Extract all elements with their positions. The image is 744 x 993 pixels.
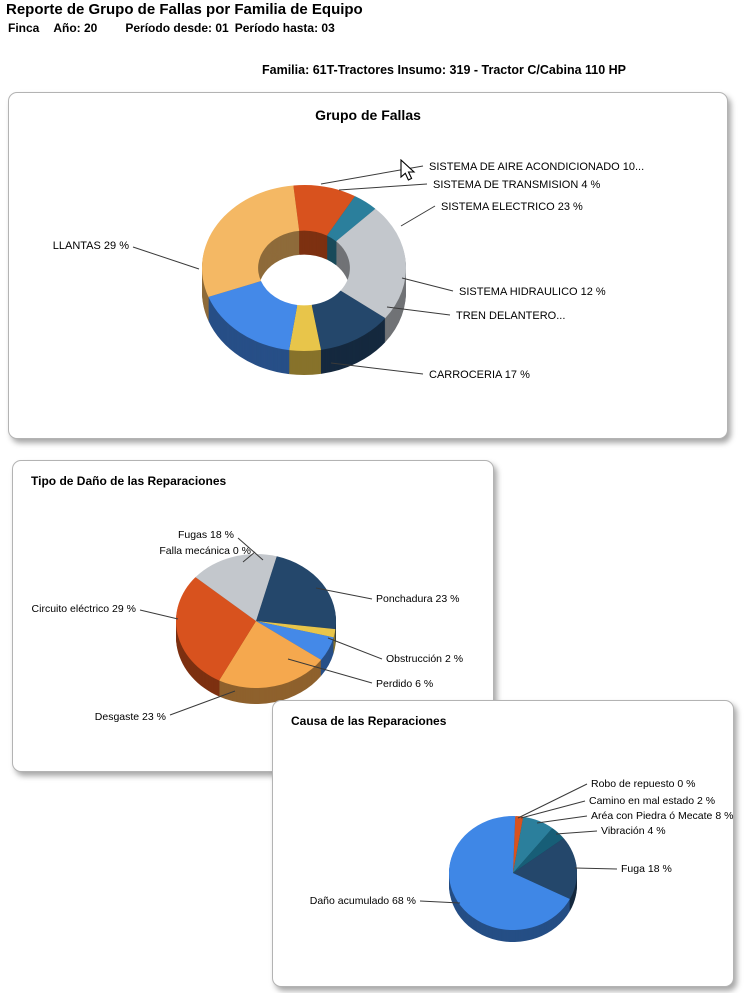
pie-slice[interactable] xyxy=(513,828,564,873)
pie-slice[interactable] xyxy=(256,621,334,660)
slice-label: Desgaste 23 % xyxy=(95,711,166,723)
label-leader-line xyxy=(242,551,256,563)
report-title: Reporte de Grupo de Fallas por Familia d… xyxy=(6,1,363,18)
slice-label: TREN DELANTERO... xyxy=(456,310,565,322)
slice-label: Falla mecánica 0 % xyxy=(159,545,251,557)
label-leader-line xyxy=(330,362,424,375)
label-leader-line xyxy=(139,609,179,620)
slice-label: Obstrucción 2 % xyxy=(386,653,463,665)
slice-label: Circuito eléctrico 29 % xyxy=(32,603,136,615)
pie-slice[interactable] xyxy=(289,304,322,352)
slice-label: Daño acumulado 68 % xyxy=(310,895,416,907)
slice-label: SISTEMA HIDRAULICO 12 % xyxy=(459,286,606,298)
mouse-cursor-icon xyxy=(399,158,419,185)
pie-slice[interactable] xyxy=(208,281,298,351)
pie-slice[interactable] xyxy=(513,816,524,873)
slice-label: CARROCERIA 17 % xyxy=(429,369,530,381)
chart-panel-tipo-de-dano: Tipo de Daño de las Reparaciones Ponchad… xyxy=(12,460,494,772)
label-leader-line xyxy=(536,815,588,824)
chart-panel-causa-reparaciones: Causa de las Reparaciones Robo de repues… xyxy=(272,700,734,987)
label-leader-line xyxy=(574,867,618,870)
chart-title-grupo-de-fallas: Grupo de Fallas xyxy=(315,107,421,123)
filter-finca-label: Finca xyxy=(8,21,40,35)
slice-label: Aréa con Piedra ó Mecate 8 % xyxy=(591,810,733,822)
pie-slice[interactable] xyxy=(256,556,337,630)
donut-chart-grupo-de-fallas[interactable]: SISTEMA DE AIRE ACONDICIONADO 10... SISTE… xyxy=(9,93,725,436)
label-leader-line xyxy=(401,277,454,292)
pie-slice[interactable] xyxy=(513,838,577,900)
slice-label: Vibración 4 % xyxy=(601,825,666,837)
label-leader-line xyxy=(400,205,436,227)
slice-label: Robo de repuesto 0 % xyxy=(591,778,696,790)
chart-panel-grupo-de-fallas: Grupo de Fallas SISTEMA DE AIRE ACONDICI… xyxy=(8,92,728,439)
slice-label: Camino en mal estado 2 % xyxy=(589,795,715,807)
label-leader-line xyxy=(132,246,200,270)
label-leader-line xyxy=(517,783,588,819)
pie-slice[interactable] xyxy=(336,208,407,319)
label-leader-line xyxy=(419,900,461,904)
label-leader-line xyxy=(386,306,451,316)
label-leader-line xyxy=(287,658,373,684)
filter-period-to: Período hasta: 03 xyxy=(234,21,335,35)
pie-slice[interactable] xyxy=(219,621,322,688)
label-leader-line xyxy=(555,830,598,835)
pie-slice[interactable] xyxy=(448,815,570,930)
chart-title-tipo-de-dano: Tipo de Daño de las Reparaciones xyxy=(31,474,227,488)
label-leader-line xyxy=(327,637,383,660)
filter-year: Año: 20 xyxy=(53,21,98,35)
pie-slice[interactable] xyxy=(513,816,553,873)
filter-period-from: Período desde: 01 xyxy=(125,21,229,35)
label-leader-line xyxy=(520,800,586,819)
slice-label: Fuga 18 % xyxy=(621,863,672,875)
label-leader-line xyxy=(169,690,236,716)
pie-slice[interactable] xyxy=(195,553,277,621)
pie-slice[interactable] xyxy=(202,185,300,297)
slice-label: LLANTAS 29 % xyxy=(53,240,129,252)
family-insumo-line: Familia: 61T-Tractores Insumo: 319 - Tra… xyxy=(262,63,627,77)
slice-label: SISTEMA DE TRANSMISION 4 % xyxy=(433,179,600,191)
pie-slice[interactable] xyxy=(256,621,336,638)
pie-chart-causa-reparaciones[interactable]: Robo de repuesto 0 % Camino en mal estado… xyxy=(273,701,733,984)
report-filters: Finca Año: 20 Período desde: 01 Período has… xyxy=(8,21,335,35)
slice-label: Perdido 6 % xyxy=(376,678,433,690)
slice-label: SISTEMA ELECTRICO 23 % xyxy=(441,201,583,213)
slice-label: SISTEMA DE AIRE ACONDICIONADO 10... xyxy=(429,161,644,173)
pie-slice[interactable] xyxy=(311,290,386,350)
pie-slice[interactable] xyxy=(326,196,376,242)
pie-slice[interactable] xyxy=(176,577,256,681)
slice-label: Ponchadura 23 % xyxy=(376,593,459,605)
chart-title-causa-reparaciones: Causa de las Reparaciones xyxy=(291,714,447,728)
label-leader-line xyxy=(237,537,264,561)
label-leader-line xyxy=(338,183,428,191)
pie-slice[interactable] xyxy=(293,184,355,236)
slice-label: Fugas 18 % xyxy=(178,529,234,541)
label-leader-line xyxy=(315,587,373,600)
pie-chart-tipo-de-dano[interactable]: Ponchadura 23 % Obstrucción 2 % Perdido 6 … xyxy=(13,461,491,769)
